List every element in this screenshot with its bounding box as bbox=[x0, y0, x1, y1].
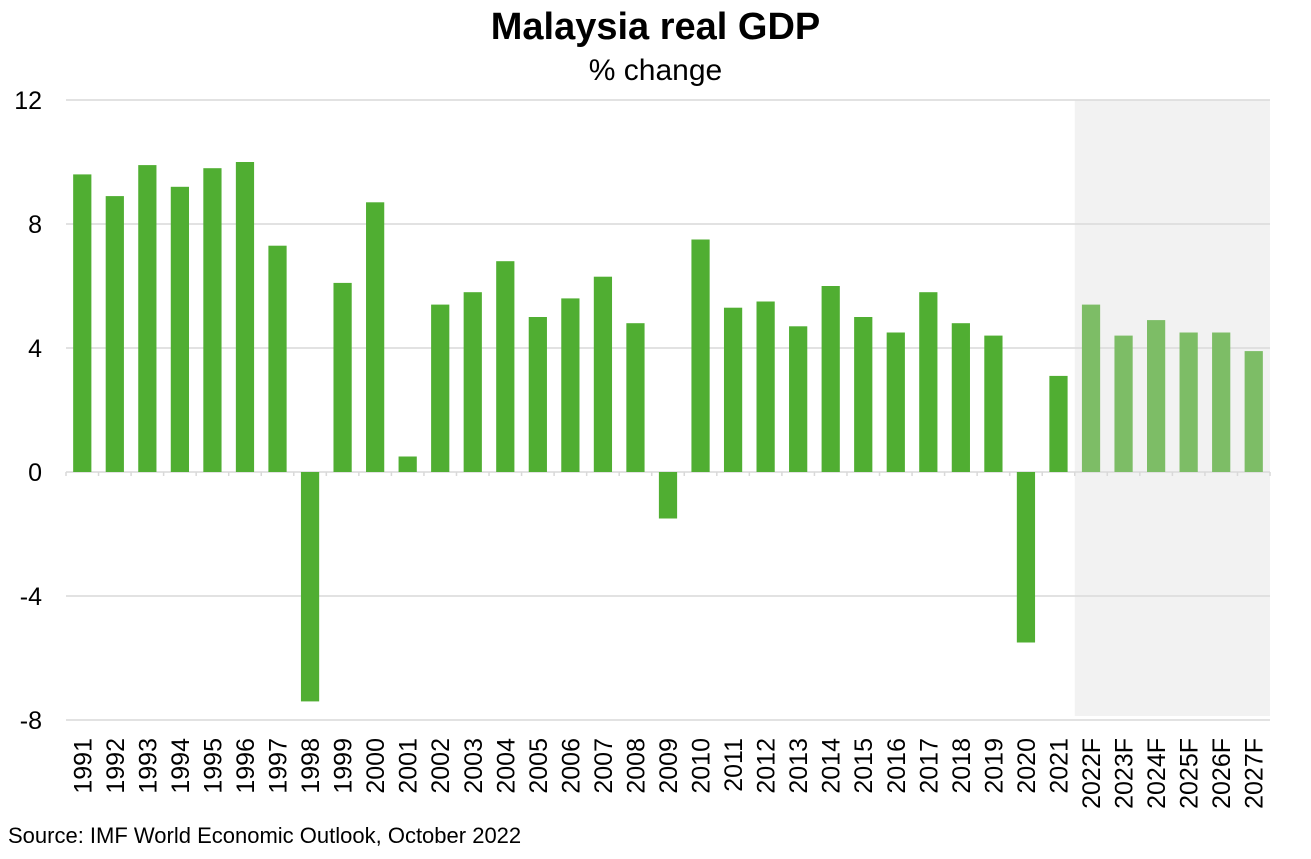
bar-1998 bbox=[300, 472, 320, 702]
bar-2005 bbox=[528, 317, 547, 472]
x-tick-label: 2000 bbox=[362, 738, 390, 794]
bar-2027F bbox=[1244, 351, 1263, 472]
bar-2021 bbox=[1049, 375, 1068, 472]
x-tick-label: 1996 bbox=[232, 738, 260, 794]
x-tick-label: 1992 bbox=[102, 738, 130, 794]
bar-2003 bbox=[463, 292, 482, 472]
y-tick-label: 12 bbox=[14, 87, 42, 115]
x-tick-label: 2018 bbox=[948, 738, 976, 794]
source-note: Source: IMF World Economic Outlook, Octo… bbox=[8, 823, 522, 848]
bar-2024F bbox=[1146, 320, 1166, 472]
bar-1993 bbox=[138, 165, 157, 472]
bar-1992 bbox=[105, 196, 124, 472]
forecast-shading bbox=[1074, 100, 1270, 716]
x-tick-label: 2024F bbox=[1143, 738, 1171, 809]
x-tick-label: 2026F bbox=[1208, 738, 1236, 809]
bar-2008 bbox=[626, 323, 645, 472]
bar-1997 bbox=[268, 245, 287, 472]
x-tick-label: 1991 bbox=[69, 738, 97, 794]
bar-2001 bbox=[398, 456, 417, 472]
y-tick-label: 8 bbox=[28, 211, 42, 239]
y-tick-label: -4 bbox=[20, 583, 42, 611]
bar-2011 bbox=[723, 307, 743, 472]
y-tick-label: 0 bbox=[28, 459, 42, 487]
bar-1995 bbox=[203, 168, 222, 472]
x-tick-label: 1993 bbox=[134, 738, 162, 794]
x-tick-label: 2014 bbox=[818, 738, 846, 794]
x-tick-label: 2005 bbox=[525, 738, 553, 794]
bar-2002 bbox=[431, 304, 450, 472]
bar-2018 bbox=[951, 323, 970, 472]
bar-2025F bbox=[1179, 332, 1198, 472]
x-tick-label: 2021 bbox=[1045, 738, 1073, 794]
bar-2012 bbox=[756, 301, 775, 472]
x-tick-label: 2007 bbox=[590, 738, 618, 794]
bar-2004 bbox=[496, 261, 515, 472]
x-tick-label: 2006 bbox=[557, 738, 585, 794]
x-tick-label: 1994 bbox=[167, 738, 195, 794]
x-tick-label: 2010 bbox=[688, 738, 716, 794]
y-tick-label: 4 bbox=[28, 335, 42, 363]
x-tick-label: 2012 bbox=[753, 738, 781, 794]
x-tick-label: 1997 bbox=[265, 738, 293, 794]
bar-2007 bbox=[593, 276, 613, 472]
x-tick-label: 2004 bbox=[492, 738, 520, 794]
chart-subtitle: % change bbox=[588, 54, 723, 87]
bar-2014 bbox=[821, 286, 840, 472]
bar-2016 bbox=[886, 332, 905, 472]
x-tick-label: 2011 bbox=[720, 738, 748, 792]
x-tick-label: 2027F bbox=[1241, 738, 1269, 809]
bar-2019 bbox=[984, 335, 1003, 472]
y-tick-label: -8 bbox=[20, 707, 42, 735]
bar-2020 bbox=[1016, 472, 1036, 643]
bar-2010 bbox=[691, 239, 710, 472]
bar-1994 bbox=[170, 186, 190, 473]
x-tick-label: 1995 bbox=[199, 738, 227, 794]
x-tick-label: 2022F bbox=[1078, 738, 1106, 809]
x-tick-label: 2023F bbox=[1111, 738, 1139, 809]
x-tick-label: 2015 bbox=[850, 738, 878, 794]
bar-2013 bbox=[789, 326, 808, 472]
x-tick-label: 2017 bbox=[915, 738, 943, 794]
x-tick-label: 1998 bbox=[297, 738, 325, 794]
bar-1991 bbox=[73, 174, 92, 472]
x-tick-label: 2001 bbox=[395, 738, 423, 794]
bar-2009 bbox=[658, 472, 678, 519]
x-tick-label: 2025F bbox=[1176, 738, 1204, 809]
chart-title: Malaysia real GDP bbox=[490, 6, 821, 48]
bar-2017 bbox=[919, 292, 938, 472]
x-tick-label: 2016 bbox=[883, 738, 911, 794]
x-tick-label: 1999 bbox=[330, 738, 358, 794]
bar-2022F bbox=[1081, 304, 1101, 472]
x-tick-label: 2003 bbox=[460, 738, 488, 794]
x-tick-label: 2019 bbox=[980, 738, 1008, 794]
bar-1999 bbox=[333, 282, 352, 472]
x-tick-label: 2002 bbox=[427, 738, 455, 794]
x-tick-label: 2020 bbox=[1013, 738, 1041, 794]
bar-2023F bbox=[1114, 335, 1133, 472]
bar-2006 bbox=[561, 298, 580, 472]
bar-1996 bbox=[235, 162, 255, 472]
bar-2026F bbox=[1212, 332, 1231, 472]
bar-2000 bbox=[366, 202, 385, 473]
x-tick-label: 2009 bbox=[655, 738, 683, 794]
x-tick-label: 2013 bbox=[785, 738, 813, 794]
bar-2015 bbox=[854, 317, 873, 472]
x-tick-label: 2008 bbox=[622, 738, 650, 794]
